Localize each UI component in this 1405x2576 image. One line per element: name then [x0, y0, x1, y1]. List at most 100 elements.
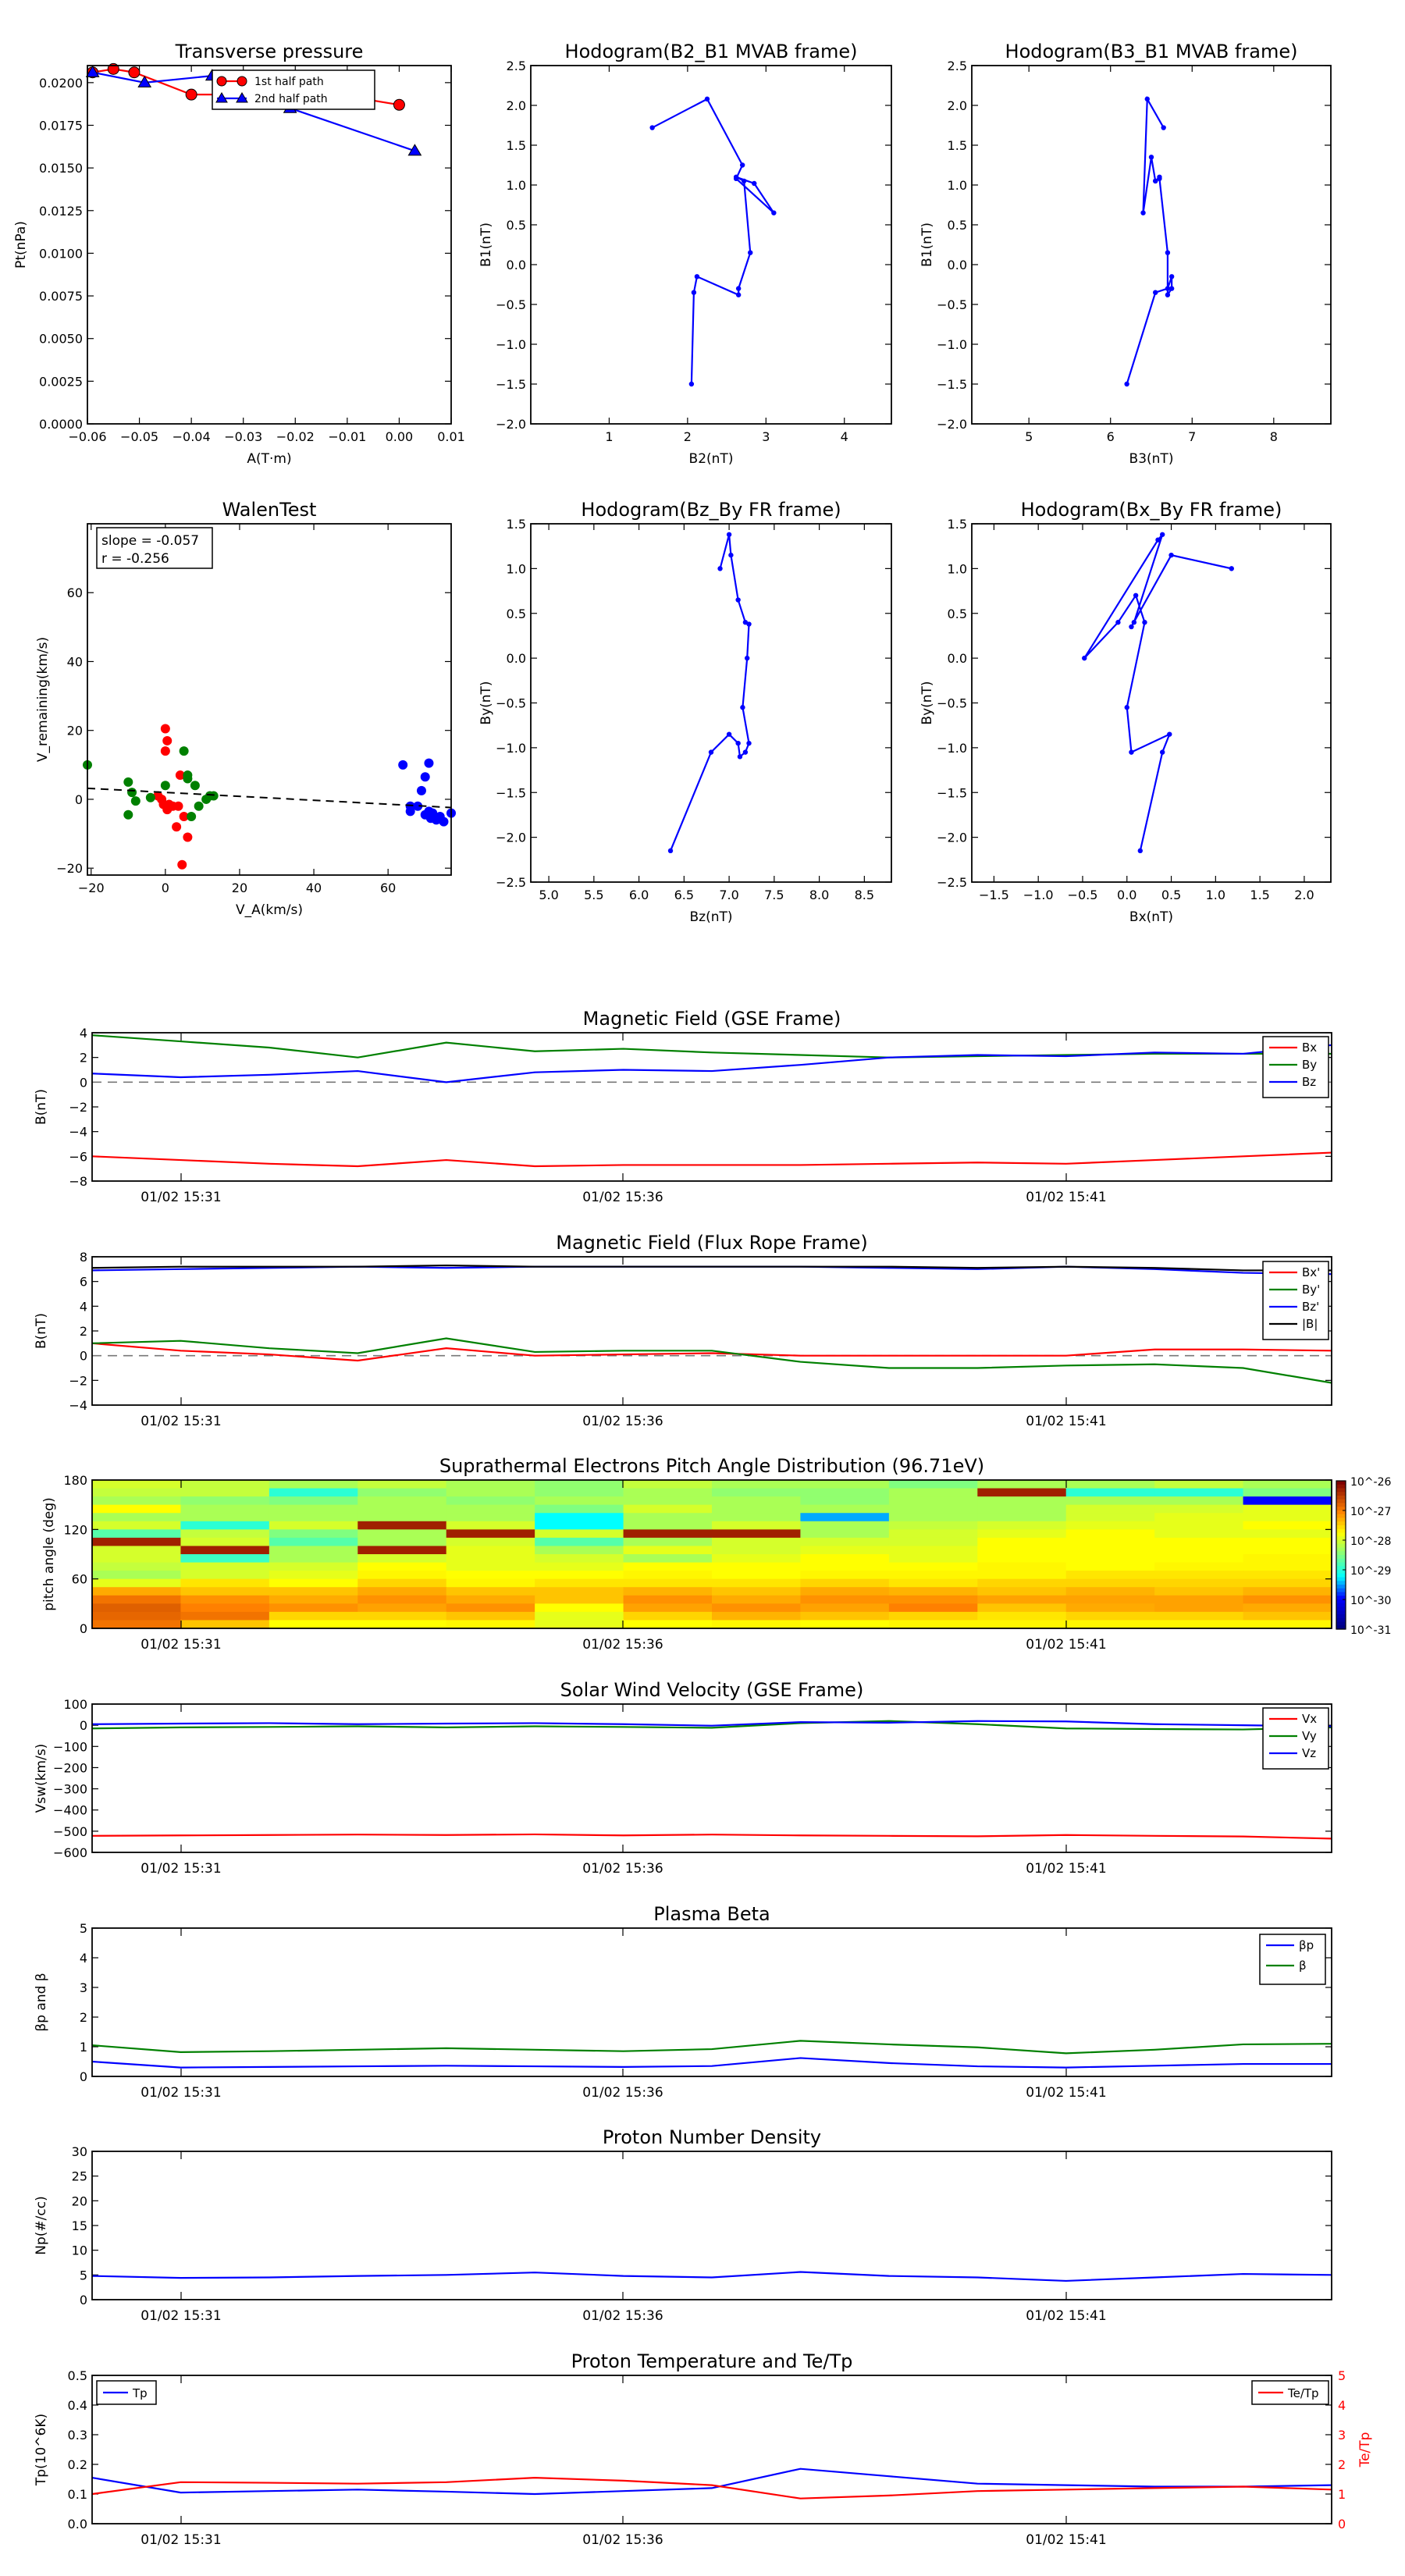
- heatmap-cell: [1065, 1611, 1155, 1621]
- y-axis-label: B(nT): [34, 1313, 49, 1349]
- series-line-0: [1083, 534, 1232, 852]
- heatmap-cell: [92, 1595, 182, 1604]
- heatmap-cell: [535, 1529, 624, 1539]
- heatmap-cell: [1243, 1603, 1332, 1613]
- legend-box: [1259, 1934, 1326, 1985]
- heatmap-cell: [1243, 1571, 1332, 1580]
- data-point: [1167, 731, 1172, 737]
- heatmap-cell: [357, 1537, 447, 1547]
- colorbar-step: [1336, 1551, 1346, 1556]
- heatmap-cell: [180, 1554, 270, 1564]
- heatmap-cell: [535, 1603, 624, 1613]
- colorbar-step: [1336, 1514, 1346, 1519]
- series-Bx: [91, 1151, 1332, 1168]
- data-point: [1129, 624, 1134, 630]
- data-point: [1124, 381, 1129, 387]
- y-tick-label: −2: [69, 1373, 87, 1388]
- heatmap-cell: [269, 1562, 358, 1571]
- heatmap-cell: [357, 1562, 447, 1571]
- heatmap-cell: [180, 1504, 270, 1514]
- time-tick-label: 01/02 15:36: [582, 1190, 663, 1205]
- y-tick-label: 2: [80, 1324, 87, 1339]
- heatmap-cell: [712, 1595, 802, 1604]
- heatmap-cell: [269, 1571, 358, 1580]
- time-tick-label: 01/02 15:31: [140, 1414, 221, 1429]
- heatmap-cell: [1154, 1513, 1244, 1522]
- colorbar-step: [1336, 1481, 1346, 1485]
- colorbar-tick-label: 10^-29: [1350, 1565, 1391, 1578]
- y-tick-label: −4: [69, 1398, 87, 1413]
- heatmap-cell: [357, 1611, 447, 1621]
- y-tick-label: 2.5: [948, 59, 967, 73]
- y-tick-label: −400: [53, 1803, 87, 1818]
- scatter-point: [424, 758, 434, 768]
- scatter-point: [416, 785, 426, 795]
- series-Vz: [91, 1720, 1332, 1727]
- heatmap-cell: [269, 1595, 358, 1604]
- plot-frame: [530, 523, 892, 883]
- time-tick-label: 01/02 15:41: [1026, 2532, 1106, 2548]
- colorbar-step: [1336, 1525, 1346, 1530]
- heatmap-cell: [1065, 1554, 1155, 1564]
- scatter-point: [123, 809, 133, 820]
- annotation-text: r = -0.256: [101, 551, 169, 567]
- heatmap-cell: [1243, 1578, 1332, 1588]
- y-tick-label: −20: [56, 861, 83, 876]
- x-axis-label: V_A(km/s): [236, 902, 303, 918]
- heatmap-cell: [800, 1504, 890, 1514]
- colorbar-step: [1336, 1592, 1346, 1596]
- y-tick-label: 1.0: [948, 561, 967, 576]
- triangle-marker: [407, 144, 422, 156]
- heatmap-cell: [977, 1611, 1067, 1621]
- heatmap-cell: [977, 1480, 1067, 1489]
- plot-frame: [91, 2151, 1332, 2300]
- heatmap-cell: [1243, 1595, 1332, 1604]
- scatter-point: [123, 777, 133, 787]
- data-point: [1153, 290, 1158, 295]
- data-point: [1168, 552, 1174, 558]
- legend-label: Tp: [132, 2386, 148, 2400]
- x-tick-label: 0.5: [1161, 888, 1181, 902]
- heatmap-cell: [623, 1611, 713, 1621]
- heatmap-cell: [446, 1488, 535, 1497]
- y-tick-label: 1.5: [948, 517, 967, 532]
- scatter-point: [127, 788, 137, 798]
- heatmap-cell: [800, 1521, 890, 1530]
- plot-frame: [91, 1703, 1332, 1853]
- heatmap-cell: [357, 1595, 447, 1604]
- heatmap-cell: [1243, 1620, 1332, 1629]
- y-tick-label: 0: [80, 2069, 87, 2084]
- data-point: [739, 162, 745, 168]
- y-tick-label: 2.0: [948, 98, 967, 113]
- x-tick-label: 4: [841, 429, 848, 444]
- y-tick-label: −2.0: [937, 831, 967, 845]
- y-tick-label: 0.5: [507, 607, 526, 621]
- y2-tick-label: 1: [1338, 2487, 1346, 2502]
- x-tick-label: −0.02: [276, 429, 315, 444]
- heatmap-cell: [92, 1480, 182, 1489]
- scatter-point: [405, 801, 415, 811]
- y-axis-label: pitch angle (deg): [41, 1497, 57, 1611]
- time-tick-label: 01/02 15:36: [582, 1414, 663, 1429]
- time-tick-label: 01/02 15:31: [140, 2085, 221, 2101]
- annotation-text: slope = -0.057: [101, 533, 199, 549]
- y-axis-label: Pt(nPa): [13, 221, 29, 269]
- y-tick-label: 5: [80, 2268, 87, 2282]
- heatmap-cell: [446, 1537, 535, 1547]
- legend-marker: [215, 92, 228, 103]
- y-tick-label: 0.3: [68, 2428, 87, 2443]
- colorbar-step: [1336, 1532, 1346, 1537]
- heatmap-cell: [800, 1587, 890, 1596]
- colorbar-tick-label: 10^-27: [1350, 1506, 1391, 1518]
- series-By: [91, 1034, 1332, 1059]
- y-axis-label: B(nT): [34, 1089, 49, 1125]
- heatmap-cell: [712, 1537, 802, 1547]
- y-tick-label: −1.0: [937, 337, 967, 352]
- heatmap-cell: [623, 1578, 713, 1588]
- x-tick-label: −20: [78, 881, 105, 895]
- x-tick-label: 7.0: [719, 888, 738, 902]
- x-tick-label: 2.0: [1294, 888, 1314, 902]
- colorbar-step: [1336, 1540, 1346, 1545]
- heatmap-cell: [92, 1513, 182, 1522]
- heatmap-cell: [712, 1496, 802, 1506]
